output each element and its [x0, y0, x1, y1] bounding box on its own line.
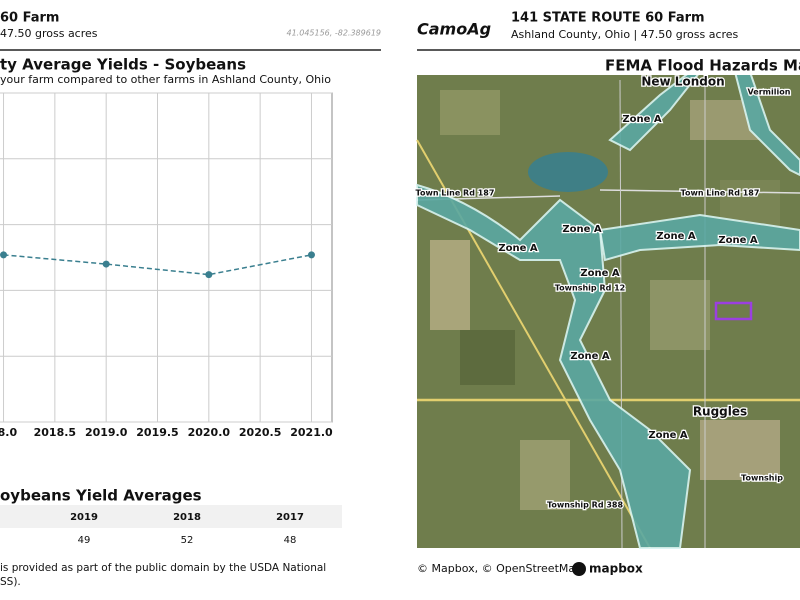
plot-area: [0, 92, 333, 423]
data-point: [0, 251, 8, 259]
attribution: © Mapbox, © OpenStreetMap: [417, 562, 582, 575]
table-cell: 52: [181, 535, 194, 546]
x-tick-label: 18.0: [0, 426, 17, 439]
series-line: [3, 254, 312, 276]
map-label: Zone A: [580, 268, 620, 279]
map-label: Township: [741, 474, 783, 483]
map-title: FEMA Flood Hazards Ma: [605, 57, 800, 75]
map-label: Zone A: [498, 243, 538, 254]
map-labels: New London Zone A Zone A Zone A Zone A Zone A…: [414, 73, 792, 511]
table-title: oybeans Yield Averages: [0, 487, 202, 505]
map-label: Vermilion: [748, 88, 791, 97]
table-cell: 48: [284, 535, 297, 546]
map-label: Ruggles: [693, 405, 747, 419]
chart-subtitle: your farm compared to other farms in Ash…: [0, 73, 331, 86]
map-label: Zone A: [718, 235, 758, 246]
table-header-bg: [0, 505, 342, 528]
x-tick-label: 2021.0: [290, 426, 333, 439]
data-point: [205, 271, 213, 279]
mapbox-logo: mapbox: [589, 562, 643, 576]
map-label: New London: [641, 75, 724, 89]
coords: 41.045156, -82.389619: [287, 29, 382, 38]
data-point: [307, 251, 315, 259]
farm-boundary: [714, 301, 753, 321]
footnote: SS).: [0, 576, 21, 588]
map-label: Township Rd 12: [555, 284, 626, 293]
farm-subtitle: Ashland County, Ohio | 47.50 gross acres: [511, 28, 739, 41]
mapbox-icon: [572, 562, 586, 576]
x-tick-label: 2019.5: [136, 426, 178, 439]
x-tick-label: 2020.5: [239, 426, 281, 439]
x-tick-label: 2019.0: [85, 426, 128, 439]
map-label: Zone A: [570, 351, 610, 362]
chart: 18.0 2018.5 2019.0 2019.5 2020.0 2020.5 2021.0: [0, 92, 333, 439]
farm-acres: 47.50 gross acres: [0, 27, 98, 40]
data-point: [102, 260, 110, 268]
table-cell: 49: [78, 535, 91, 546]
farm-title: 141 STATE ROUTE 60 Farm: [511, 11, 705, 26]
chart-title: ty Average Yields - Soybeans: [0, 56, 246, 74]
map: [416, 55, 800, 549]
map-label: Zone A: [656, 231, 696, 242]
map-label: Zone A: [648, 430, 688, 441]
x-tick-label: 2018.5: [34, 426, 76, 439]
map-label: Town Line Rd 187: [416, 189, 495, 198]
map-label: Zone A: [622, 114, 662, 125]
table-header: 2018: [173, 512, 201, 523]
map-label: Zone A: [562, 224, 602, 235]
table-header: 2019: [70, 512, 98, 523]
map-label: Town Line Rd 187: [681, 189, 760, 198]
x-tick-label: 2020.0: [188, 426, 231, 439]
farm-title: 60 Farm: [0, 11, 59, 26]
footnote: is provided as part of the public domain…: [0, 562, 326, 574]
map-label: Township Rd 388: [547, 501, 623, 510]
table-header: 2017: [276, 512, 304, 523]
logo: CamoAg: [417, 20, 491, 39]
